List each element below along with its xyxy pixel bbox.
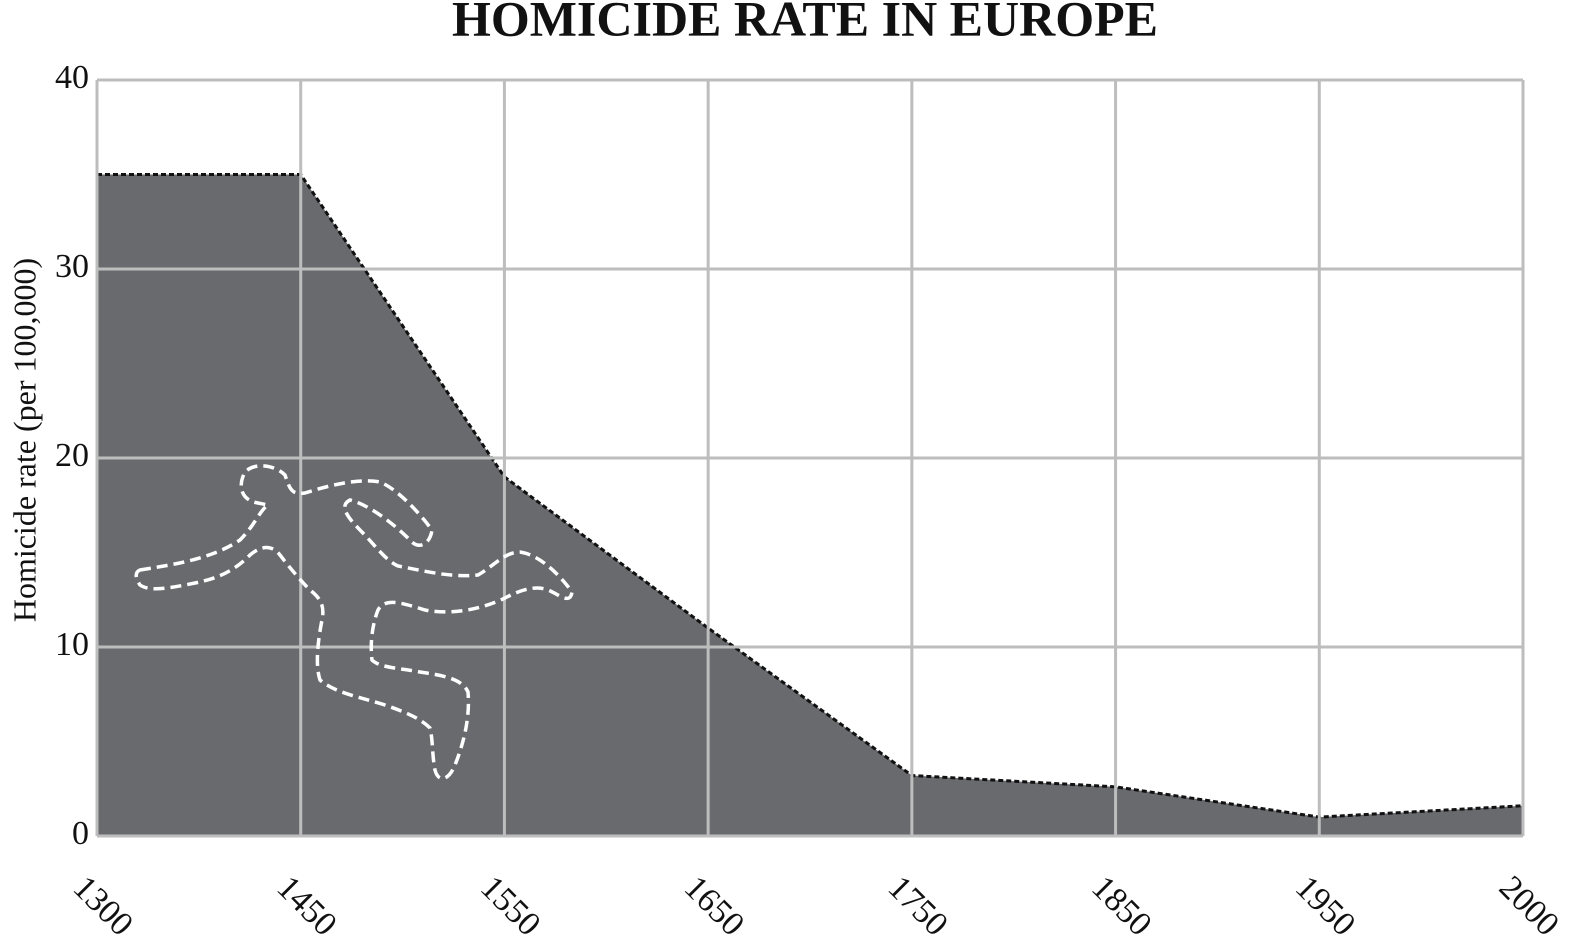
chart-title: HOMICIDE RATE IN EUROPE bbox=[452, 0, 1158, 46]
y-tick-label: 40 bbox=[55, 59, 89, 96]
x-tick-label: 1950 bbox=[1288, 869, 1362, 943]
x-tick-label: 1550 bbox=[473, 869, 547, 943]
y-axis-label: Homicide rate (per 100,000) bbox=[6, 258, 42, 622]
area bbox=[97, 174, 1523, 836]
plot-area: 0 10 20 30 40 1300 1450 1550 1650 1750 1850 1950 200… bbox=[55, 59, 1566, 943]
x-tick-label: 1450 bbox=[270, 869, 344, 943]
y-tick-label: 30 bbox=[55, 248, 89, 285]
y-tick-label: 10 bbox=[55, 626, 89, 663]
x-tick-label: 1650 bbox=[677, 869, 751, 943]
body-outline bbox=[134, 464, 574, 781]
y-tick-label: 20 bbox=[55, 437, 89, 474]
x-tick-label: 1300 bbox=[66, 869, 140, 943]
x-tick-label: 1750 bbox=[881, 869, 955, 943]
y-tick-label: 0 bbox=[72, 815, 89, 852]
area-line bbox=[97, 173, 1524, 819]
x-tick-label: 2000 bbox=[1492, 869, 1566, 943]
x-tick-label: 1850 bbox=[1084, 869, 1158, 943]
